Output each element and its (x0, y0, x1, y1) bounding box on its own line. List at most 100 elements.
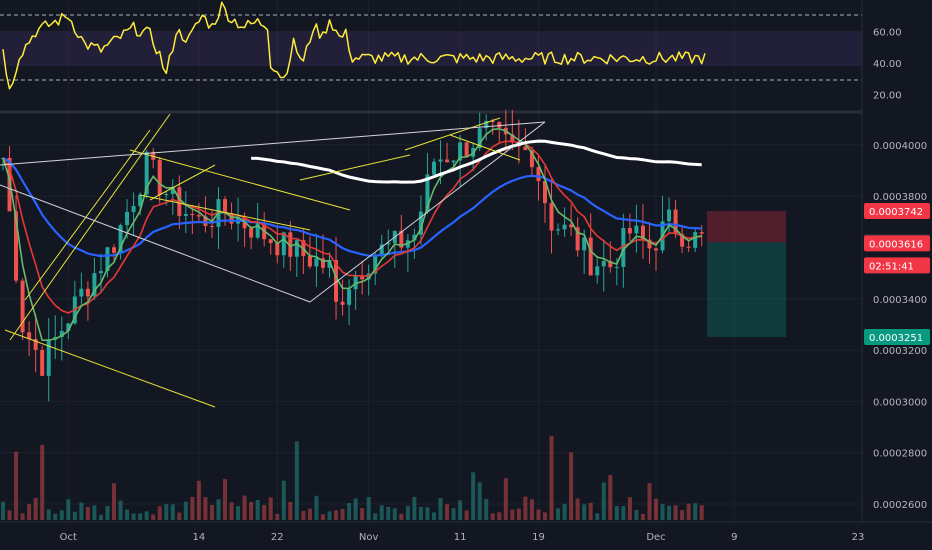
volume-bar-73 (477, 482, 482, 520)
volume-bar-85 (556, 508, 561, 520)
rsi-band-fill (0, 31, 862, 66)
candle-body-75 (490, 120, 495, 123)
volume-bar-100 (654, 498, 658, 520)
yellow-channel-line-d[interactable] (139, 194, 311, 231)
volume-bar-25 (164, 504, 169, 520)
volume-bar-33 (216, 499, 221, 520)
volume-bar-57 (373, 513, 378, 520)
yellow-short-line-d[interactable] (449, 134, 521, 161)
time-label-1: 14 (193, 532, 206, 543)
candle-body-27 (177, 187, 182, 216)
candle-body-34 (223, 199, 228, 214)
time-label-3: Nov (359, 532, 379, 543)
time-label-7: 9 (731, 532, 737, 543)
volume-bar-35 (229, 502, 234, 520)
volume-bar-43 (281, 480, 286, 520)
yellow-channel-line-b[interactable] (24, 129, 151, 301)
volume-bar-28 (183, 501, 188, 520)
yellow-descending-line[interactable] (4, 329, 216, 408)
price-tick-0: 0.0004000 (873, 141, 927, 152)
volume-bar-44 (288, 501, 293, 520)
yellow-short-line-a[interactable] (149, 164, 216, 201)
rsi-tick-0: 60.00 (873, 27, 902, 38)
volume-bar-65 (425, 507, 430, 520)
volume-bar-29 (190, 496, 195, 520)
white-support-line-b[interactable] (309, 121, 546, 303)
candle-body-16 (105, 247, 110, 271)
volume-bar-96 (627, 497, 632, 520)
volume-bar-61 (399, 513, 404, 520)
volume-bar-74 (484, 498, 489, 520)
price-tag-label-2: 0.0003616 (869, 239, 923, 250)
candle-body-102 (667, 209, 672, 222)
price-tag-3: 02:51:41 (864, 257, 930, 274)
yellow-channel-line-c[interactable] (129, 149, 351, 211)
volume-bar-19 (125, 509, 130, 520)
volume-bar-97 (634, 510, 639, 520)
position-reward-zone[interactable] (707, 242, 786, 337)
volume-bar-89 (582, 504, 587, 520)
time-label-5: 19 (532, 532, 545, 543)
volume-bar-8 (53, 513, 58, 520)
candle-body-81 (529, 149, 534, 168)
candle-body-61 (399, 230, 404, 248)
candle-body-54 (353, 275, 358, 290)
rsi-line (2, 1, 706, 90)
candle-body-9 (59, 331, 64, 338)
candle-body-7 (46, 339, 51, 376)
volume-bar-56 (366, 497, 371, 520)
candle-body-1 (7, 157, 12, 212)
volume-bar-15 (98, 514, 103, 520)
candle-body-57 (373, 255, 378, 274)
volume-bar-75 (490, 513, 495, 520)
rsi-pane[interactable] (0, 1, 862, 90)
candle-body-4 (27, 332, 32, 339)
white-support-line-a[interactable] (0, 184, 311, 303)
volume-bar-62 (405, 505, 410, 520)
volume-bar-95 (621, 506, 626, 520)
volume-bar-41 (268, 497, 273, 520)
volume-bar-60 (392, 508, 397, 520)
volume-bar-21 (138, 513, 143, 520)
candle-body-95 (621, 228, 626, 267)
price-axis[interactable]: 60.00 40.00 20.00 0.0004000 0.0003800 0.0003… (861, 0, 932, 550)
volume-bar-48 (314, 495, 319, 520)
volume-bar-30 (196, 480, 201, 520)
price-tag-label-0: 0.0003742 (869, 207, 923, 218)
candle-body-41 (268, 239, 273, 244)
volume-bar-76 (497, 512, 502, 520)
volume-bar-36 (236, 506, 241, 520)
candle-body-28 (183, 213, 188, 216)
time-axis[interactable]: Oct 14 22 Nov 11 19 Dec 9 23 (0, 521, 932, 550)
price-tags: 0.00037420.00036200.000361602:51:410.000… (864, 202, 930, 345)
volume-bar-69 (451, 508, 456, 520)
position-risk-zone[interactable] (707, 210, 786, 243)
time-label-6: Dec (646, 532, 665, 543)
candle-body-80 (523, 146, 528, 150)
candle-body-98 (640, 225, 645, 240)
candle-body-68 (445, 159, 450, 163)
candle-body-93 (608, 261, 613, 268)
price-tag-0: 0.0003742 (864, 202, 930, 219)
volume-bar-99 (647, 483, 652, 520)
grid-lines (0, 0, 862, 522)
candle-body-89 (582, 237, 587, 251)
white-resistance-line[interactable] (0, 121, 546, 166)
volume-bar-34 (223, 479, 228, 520)
volume-bar-91 (595, 513, 600, 520)
trend-drawings[interactable] (0, 113, 546, 408)
candle-body-5 (33, 338, 38, 350)
yellow-channel-line-a[interactable] (9, 113, 171, 341)
yellow-short-line-b[interactable] (299, 154, 411, 181)
volume-bar-45 (294, 441, 299, 520)
candle-body-90 (588, 237, 593, 276)
candle-body-25 (164, 193, 169, 195)
yellow-short-line-c[interactable] (404, 117, 501, 151)
volume-bar-105 (686, 503, 691, 520)
candle-body-63 (412, 234, 417, 241)
candle-body-84 (549, 203, 554, 231)
volume-bar-1 (7, 510, 12, 520)
candle-body-21 (138, 194, 143, 207)
candle-body-96 (627, 228, 632, 234)
